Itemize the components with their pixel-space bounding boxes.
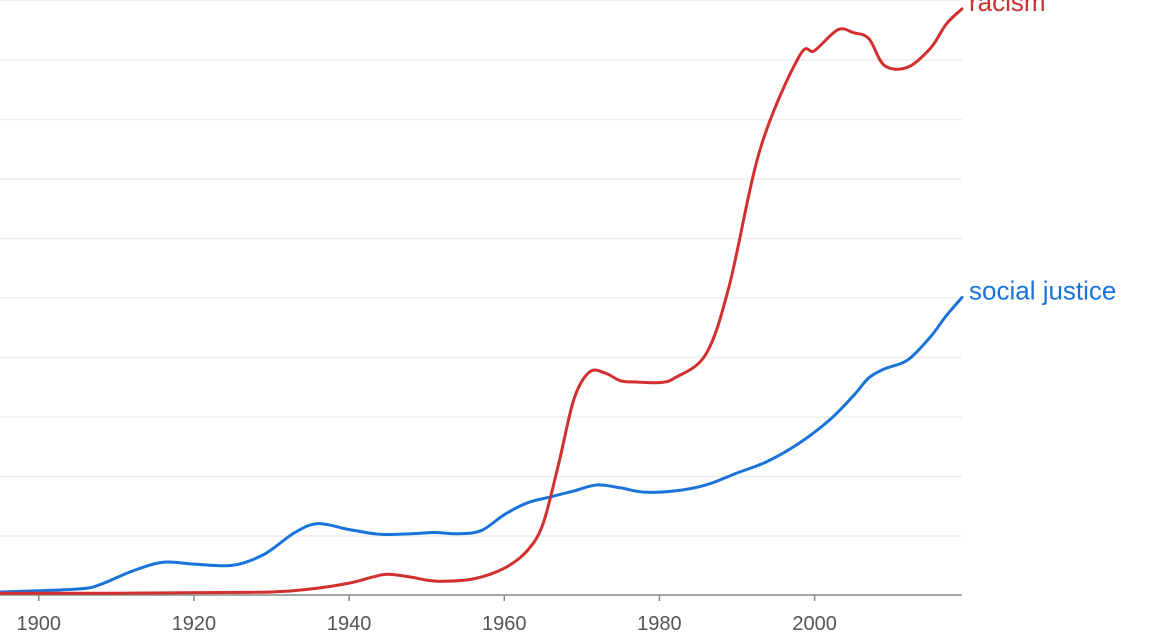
series-labels: social justice racism	[969, 0, 1116, 306]
series-lines	[0, 7, 964, 595]
x-axis-ticks: 1900 1920 1940 1960 1980 2000	[17, 595, 837, 635]
x-tick-label: 1920	[172, 613, 217, 635]
x-tick-label: 1940	[327, 613, 372, 635]
x-tick-label: 1900	[17, 613, 62, 635]
series-label-social-justice: social justice	[969, 276, 1116, 306]
gridlines	[0, 0, 962, 537]
x-tick-label: 2000	[792, 613, 837, 635]
x-tick-label: 1960	[482, 613, 527, 635]
series-label-racism: racism	[969, 0, 1046, 17]
x-tick-label: 1980	[637, 613, 682, 635]
series-line-social-justice	[0, 296, 964, 594]
series-line-racism	[0, 7, 964, 595]
